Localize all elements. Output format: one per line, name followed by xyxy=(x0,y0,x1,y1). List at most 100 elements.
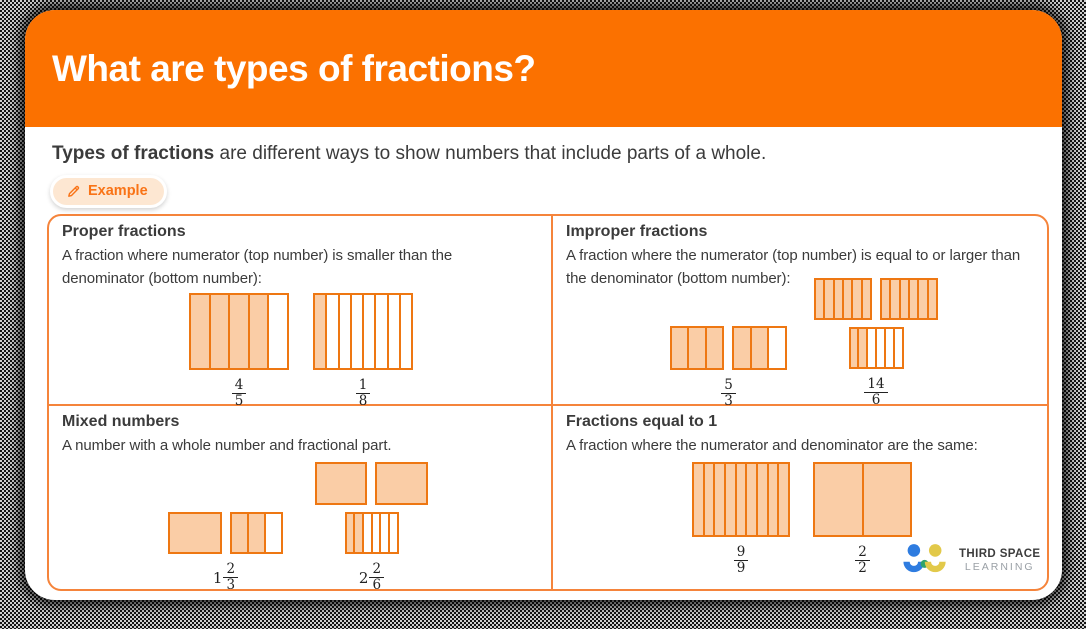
bar-cell xyxy=(346,514,354,552)
bar-cell xyxy=(702,464,714,535)
bar-cell xyxy=(777,464,789,535)
bar-cell xyxy=(861,464,910,535)
numerator: 1 xyxy=(355,378,371,394)
fraction-bar xyxy=(813,462,912,537)
bar-cell xyxy=(353,514,362,552)
bar-cell xyxy=(694,464,703,535)
fraction-types-grid: Proper fractions A fraction where numera… xyxy=(47,214,1049,593)
bar-cell xyxy=(713,464,725,535)
bar-cell xyxy=(815,464,862,535)
quadrant-title: Proper fractions xyxy=(62,223,186,240)
bar-cell xyxy=(767,328,785,368)
numerator: 2 xyxy=(855,545,870,561)
bar-row xyxy=(168,512,283,554)
bar-cell xyxy=(362,295,374,368)
bar-cell xyxy=(749,328,768,368)
quadrant-description: A fraction where numerator (top number) … xyxy=(62,247,453,287)
bar-cell xyxy=(264,514,281,552)
bar-row xyxy=(848,327,904,369)
fraction-bar xyxy=(344,512,399,554)
quadrant-description: A fraction where the numerator and denom… xyxy=(566,437,978,454)
bar-row xyxy=(692,462,790,537)
bar-row xyxy=(315,462,428,505)
bar-cell xyxy=(672,328,688,368)
numerator: 5 xyxy=(721,378,736,394)
bar-cell xyxy=(374,295,386,368)
bar-cell xyxy=(325,295,337,368)
bar-cell xyxy=(228,295,248,368)
fraction-bar xyxy=(230,512,283,554)
bar-cell xyxy=(315,295,326,368)
bar-cell xyxy=(756,464,767,535)
bar-cell xyxy=(892,329,902,367)
bar-cell xyxy=(734,328,750,368)
bar-cell xyxy=(724,464,735,535)
bar-row xyxy=(189,293,289,370)
tsl-logo-icon xyxy=(903,544,946,573)
third-space-learning-logo: THIRD SPACE LEARNING xyxy=(903,541,1041,579)
fraction-bar xyxy=(375,462,428,505)
quadrant-mixed-numbers: Mixed numbers A number with a whole numb… xyxy=(49,406,553,593)
denominator: 9 xyxy=(736,560,746,576)
fraction-bar xyxy=(315,462,367,505)
bar-cell xyxy=(379,514,388,552)
example-badge: Example xyxy=(50,175,167,208)
intro-rest: are different ways to show numbers that … xyxy=(214,143,767,164)
bar-row xyxy=(344,512,399,554)
numerator: 2 xyxy=(223,562,239,578)
bar-cell xyxy=(361,514,371,552)
bar-cell xyxy=(370,514,380,552)
quadrant-fractions-equal-to-1: Fractions equal to 1 A fraction where th… xyxy=(553,406,1047,589)
quadrant-description: A fraction where the numerator (top numb… xyxy=(566,247,1021,287)
fraction-bar xyxy=(189,293,289,370)
bar-cell xyxy=(247,295,268,368)
bar-cell xyxy=(232,514,247,552)
bar-cell xyxy=(883,329,893,367)
bar-cell xyxy=(745,464,757,535)
fraction-bar xyxy=(670,326,724,370)
bar-cell xyxy=(337,295,350,368)
logo-line2: LEARNING xyxy=(964,560,1035,573)
quadrant-description: A number with a whole number and fractio… xyxy=(62,437,392,454)
content-card: What are types of fractions? Types of fr… xyxy=(25,10,1062,600)
page-title: What are types of fractions? xyxy=(52,47,536,89)
intro-text: Types of fractions are different ways to… xyxy=(52,141,1062,167)
quadrant-proper-fractions: Proper fractions A fraction where numera… xyxy=(49,216,553,409)
bar-cell xyxy=(267,295,287,368)
fraction-bar xyxy=(313,293,413,370)
numerator: 2 xyxy=(369,562,385,578)
bar-cell xyxy=(247,514,264,552)
numerator: 4 xyxy=(231,378,247,394)
bar-row xyxy=(313,293,413,370)
quadrant-title: Improper fractions xyxy=(566,223,708,240)
bar-cell xyxy=(687,328,705,368)
numerator: 9 xyxy=(733,545,749,561)
fraction-example: 14 6 xyxy=(814,278,938,408)
bar-cell xyxy=(377,464,426,503)
bar-cell xyxy=(734,464,746,535)
numerator: 14 xyxy=(864,377,888,393)
denominator: 3 xyxy=(226,577,236,593)
quadrant-title: Fractions equal to 1 xyxy=(566,413,718,430)
bar-cell xyxy=(866,329,875,367)
bar-cell xyxy=(387,514,397,552)
fraction-bar xyxy=(168,512,222,554)
